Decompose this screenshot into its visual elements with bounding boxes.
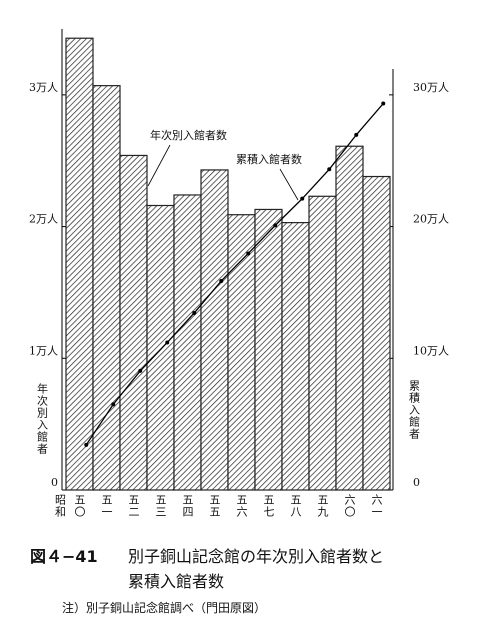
cumulative-line (85, 103, 384, 446)
y2-axis-label: 累積入館者 (408, 380, 421, 440)
y2-tick-label: 10万人 (413, 344, 449, 357)
bar (308, 195, 337, 491)
x-tick-label: 五一 (100, 494, 113, 518)
y-tick-label: 3万人 (29, 81, 58, 94)
bar (146, 204, 175, 491)
bar (65, 37, 94, 491)
note: 注）別子銅山記念館調べ（門田原図） (62, 600, 266, 615)
y-tick-label: 2万人 (29, 213, 58, 226)
caption: 別子銅山記念館の年次別入館者数と (128, 547, 384, 566)
y-tick-label: 0 (51, 476, 58, 489)
line-point (111, 402, 116, 407)
x-tick-label: 六一 (370, 494, 383, 518)
bar (200, 169, 229, 491)
line-point (84, 442, 89, 447)
line-point (273, 223, 278, 228)
x-tick-label: 五三 (154, 494, 167, 518)
bar (119, 154, 148, 491)
line-point (138, 368, 143, 373)
line-point (192, 310, 197, 315)
x-tick-label: 五八 (289, 494, 302, 518)
annotation: 年次別入館者数 (150, 128, 227, 142)
annotation: 累積入館者数 (236, 152, 302, 166)
line-point (354, 132, 359, 137)
line-point (327, 167, 332, 172)
y-tick-label: 1万人 (29, 344, 58, 357)
bar (173, 194, 202, 491)
x-tick-label: 五二 (127, 494, 140, 518)
x-tick-label: 五五 (208, 494, 221, 518)
bar (362, 175, 391, 491)
bar (92, 85, 121, 491)
leader-line (147, 144, 171, 187)
line-point (165, 340, 170, 345)
x-tick-label: 六〇 (343, 494, 356, 518)
line-point (246, 251, 251, 256)
line-point (219, 278, 224, 283)
y2-tick-label: 30万人 (413, 81, 449, 94)
y-axis-label: 年次別入館者 (36, 382, 49, 455)
x-axis-label: 昭和 (54, 494, 67, 518)
x-tick-label: 五〇 (73, 494, 86, 518)
leader-line (279, 168, 299, 201)
caption: 累積入館者数 (128, 572, 224, 591)
x-tick-label: 五七 (262, 494, 275, 518)
x-tick-label: 五九 (316, 494, 329, 518)
bar (227, 214, 256, 491)
bar (281, 222, 310, 491)
x-tick-label: 五六 (235, 494, 248, 518)
line-point (381, 101, 386, 106)
bar (335, 145, 364, 491)
figure-label: 図４−41 (30, 547, 98, 566)
y2-tick-label: 0 (413, 476, 420, 489)
bar (254, 208, 283, 491)
line-point (300, 196, 305, 201)
y2-tick-label: 20万人 (413, 213, 449, 226)
x-tick-label: 五四 (181, 494, 194, 518)
